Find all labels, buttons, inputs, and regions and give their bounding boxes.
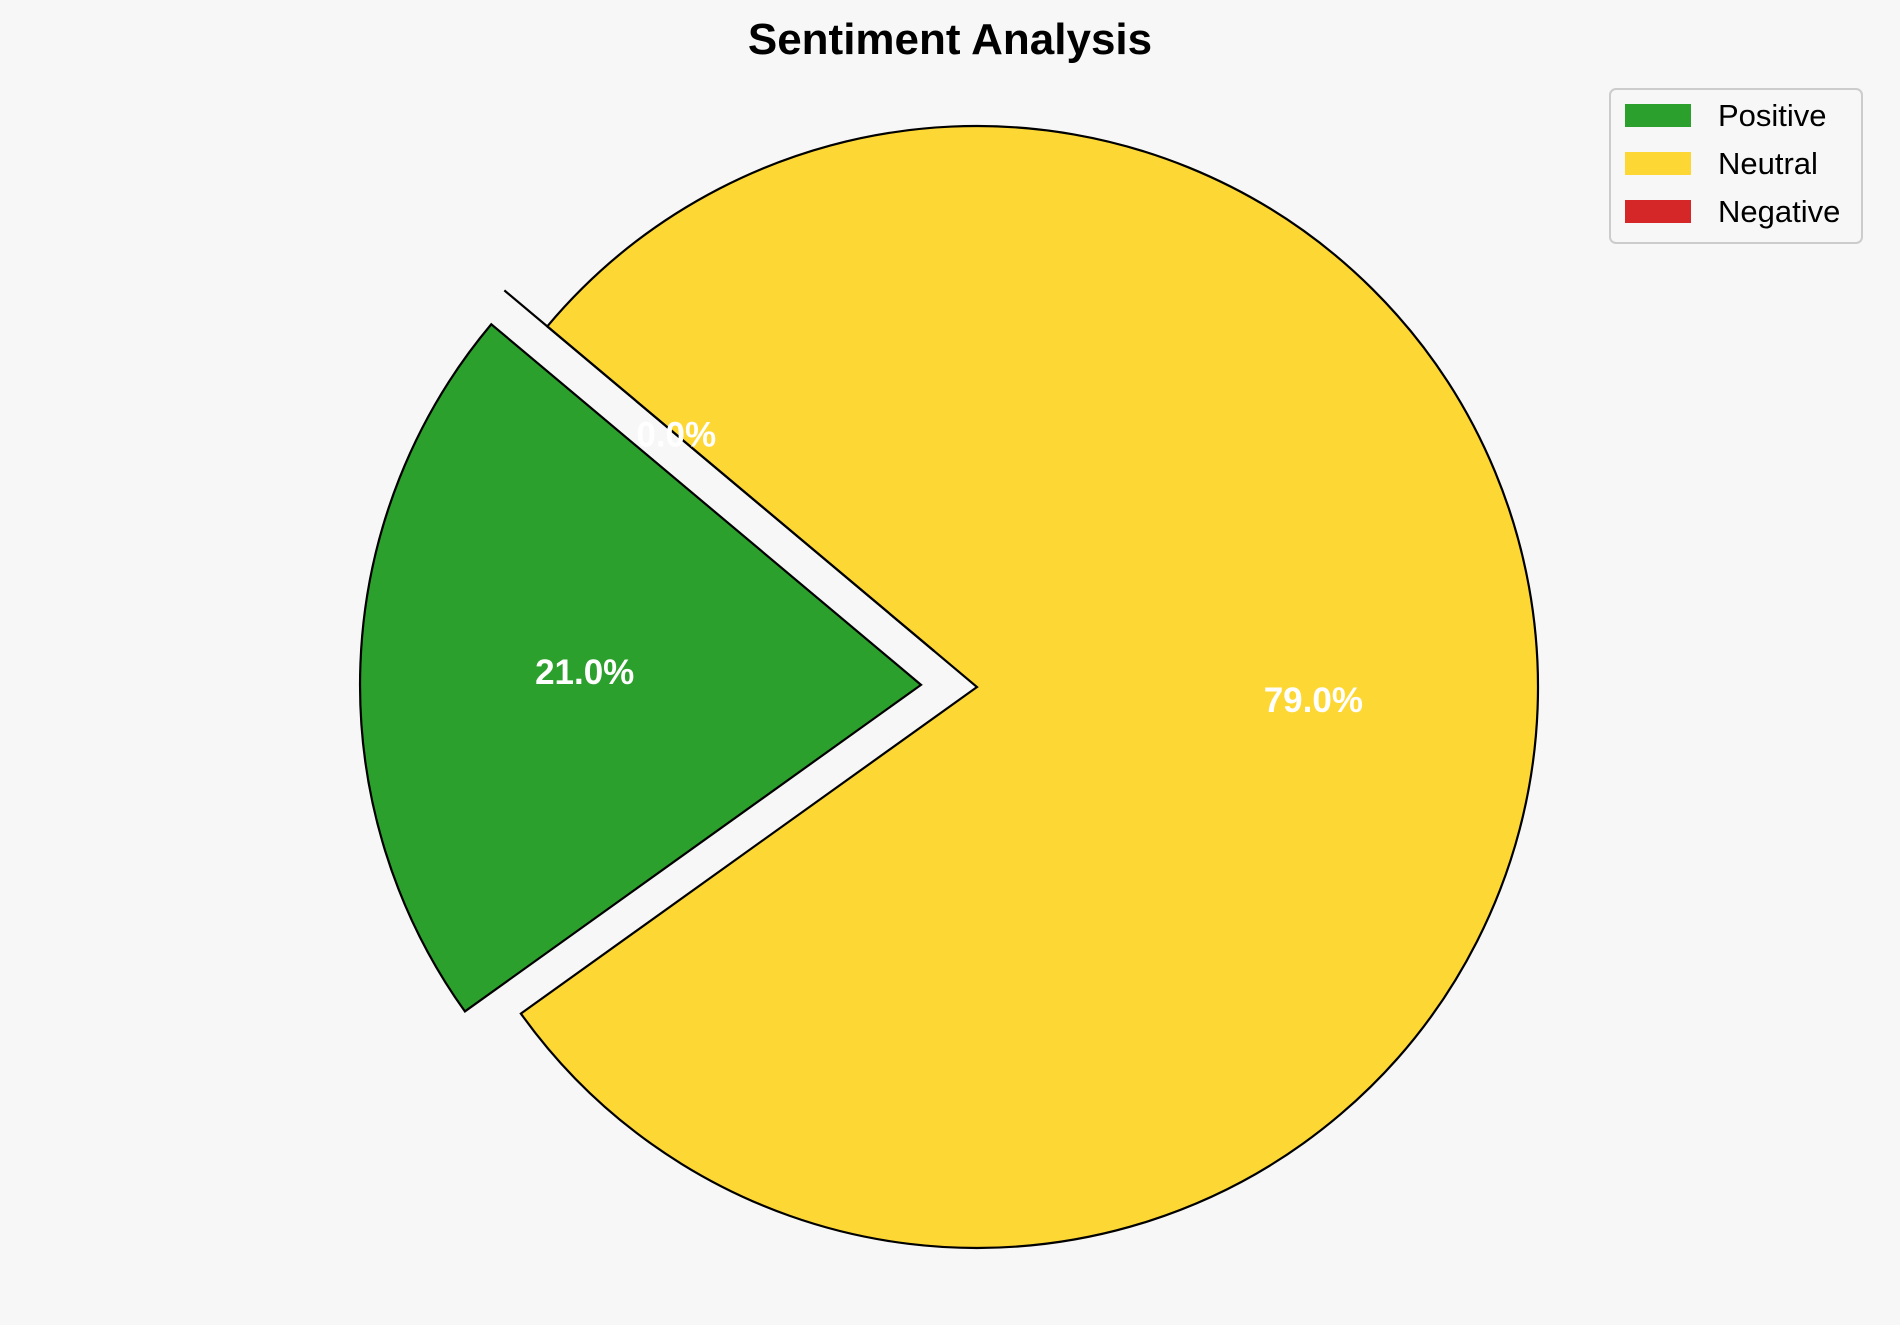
pie-slice-neutral (519, 124, 1540, 1250)
slice-label-group: 21.0% 79.0% 0.0% (535, 416, 1363, 720)
slice-label-neutral: 79.0% (1264, 681, 1363, 720)
pie-group (358, 124, 1540, 1250)
legend-swatch-negative (1625, 200, 1691, 223)
slice-label-positive: 21.0% (535, 653, 634, 692)
legend-label-negative: Negative (1718, 194, 1840, 229)
legend-swatch-positive (1625, 104, 1691, 127)
pie-slice-negative (503, 289, 935, 652)
legend-label-neutral: Neutral (1718, 146, 1818, 181)
legend-label-positive: Positive (1718, 98, 1827, 133)
legend-swatch-neutral (1625, 152, 1691, 175)
legend: Positive Neutral Negative (1609, 88, 1863, 244)
chart-title: Sentiment Analysis (748, 15, 1152, 64)
pie-slice-positive (358, 322, 923, 1013)
slice-label-negative: 0.0% (636, 416, 716, 455)
